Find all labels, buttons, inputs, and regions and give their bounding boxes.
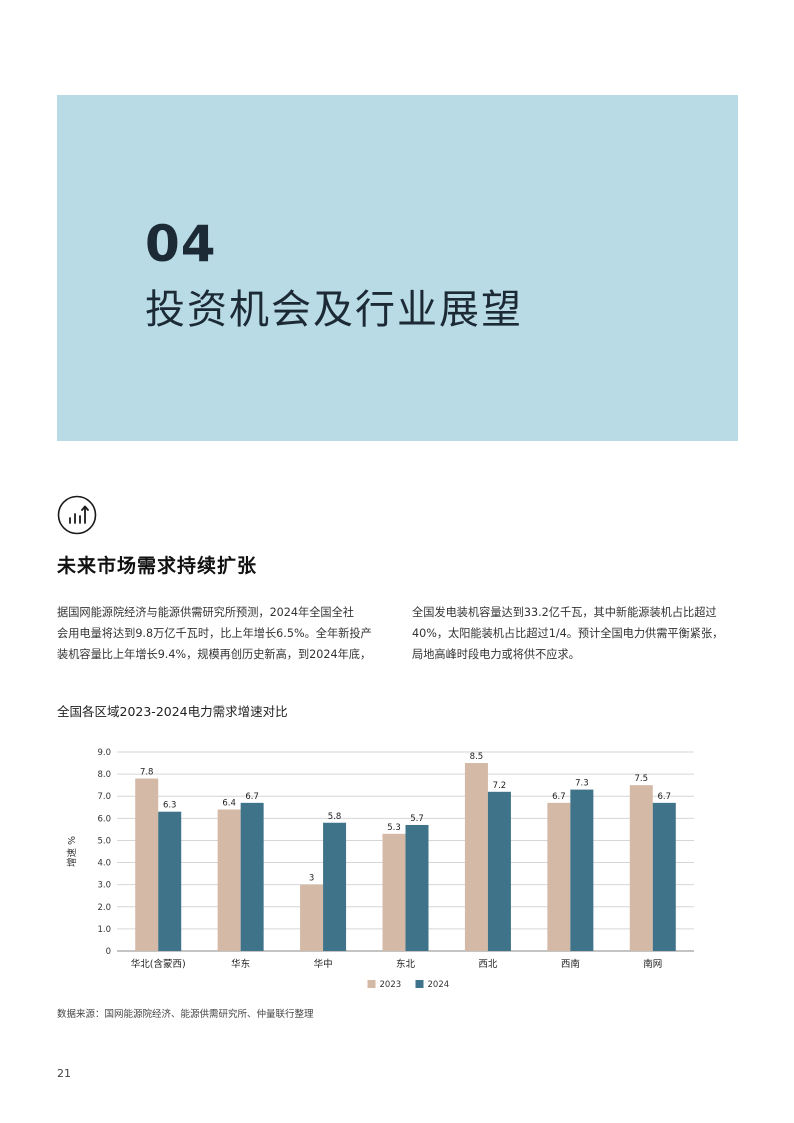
data-label: 7.2	[493, 781, 507, 791]
y-tick-label: 1.0	[97, 925, 111, 935]
bar-2023-5	[547, 802, 571, 951]
section-title: 未来市场需求持续扩张	[57, 555, 258, 577]
paragraph-line: 局地高峰时段电力或将供不应求。	[412, 648, 580, 661]
paragraph-right: 全国发电装机容量达到33.2亿千瓦，其中新能源装机占比超过 40%，太阳能装机占…	[412, 602, 742, 665]
x-tick-label: 华中	[314, 958, 333, 970]
paragraph-line: 装机容量比上年增长9.4%，规模再创历史新高，到2024年底，	[57, 648, 372, 661]
bar-2024-3	[405, 824, 429, 951]
data-label: 6.7	[245, 792, 259, 802]
bar-2023-0	[135, 778, 159, 951]
data-label: 7.3	[575, 779, 589, 789]
x-tick-label: 华北(含蒙西)	[131, 958, 186, 970]
x-tick-label: 西北	[478, 959, 498, 970]
legend-label: 2024	[428, 980, 450, 990]
bar-2024-0	[158, 811, 182, 951]
bar-2024-1	[240, 802, 264, 951]
bar-2024-4	[487, 791, 511, 951]
y-tick-label: 0	[106, 947, 111, 957]
y-tick-label: 3.0	[97, 881, 111, 891]
data-label: 6.4	[222, 798, 236, 808]
data-label: 3	[309, 874, 314, 884]
legend-swatch-2023	[367, 980, 376, 988]
data-label: 5.8	[328, 812, 342, 822]
legend-swatch-2024	[415, 980, 424, 988]
bar-2024-6	[652, 802, 676, 951]
paragraph-line: 会用电量将达到9.8万亿千瓦时，比上年增长6.5%。全年新投产	[57, 627, 372, 640]
y-axis-label: 增速 %	[66, 836, 78, 867]
page-number: 21	[57, 1067, 71, 1080]
data-label: 5.3	[387, 823, 401, 833]
y-tick-label: 7.0	[97, 792, 111, 802]
data-label: 5.7	[410, 814, 424, 824]
bar-chart-arrow-icon	[57, 495, 97, 535]
paragraph-line: 据国网能源院经济与能源供需研究所预测，2024年全国全社	[57, 606, 354, 619]
x-tick-label: 南网	[643, 958, 662, 970]
data-label: 6.7	[552, 792, 566, 802]
legend-label: 2023	[380, 980, 402, 990]
bar-2023-2	[300, 884, 324, 951]
x-tick-label: 西南	[561, 958, 580, 970]
y-tick-label: 9.0	[97, 748, 111, 758]
paragraph-line: 40%，太阳能装机占比超过1/4。预计全国电力供需平衡紧张，	[412, 627, 724, 640]
demand-growth-bar-chart: 0 1.0 2.0 3.0 4.0 5.0 6.0 7.0 8.0 9.0 增速 % 7.8 6.3 华北…	[66, 748, 694, 990]
data-label: 6.3	[163, 801, 177, 811]
bar-2024-5	[570, 789, 594, 951]
y-tick-label: 6.0	[97, 814, 111, 824]
x-tick-label: 东北	[396, 958, 416, 970]
paragraph-left: 据国网能源院经济与能源供需研究所预测，2024年全国全社 会用电量将达到9.8万…	[57, 602, 387, 665]
bar-2024-2	[323, 822, 347, 951]
data-label: 8.5	[470, 752, 484, 762]
bar-2023-3	[382, 833, 406, 951]
bar-2023-6	[629, 785, 653, 951]
y-tick-label: 4.0	[97, 859, 111, 869]
bar-2023-1	[217, 809, 241, 951]
x-tick-label: 华东	[231, 958, 250, 970]
chapter-banner: 04 投资机会及行业展望	[57, 95, 738, 441]
data-label: 6.7	[658, 792, 672, 802]
y-tick-label: 2.0	[97, 903, 111, 913]
y-tick-label: 5.0	[97, 836, 111, 846]
data-label: 7.8	[140, 768, 154, 778]
data-source-note: 数据来源：国网能源院经济、能源供需研究所、仲量联行整理	[57, 1009, 314, 1020]
y-tick-label: 8.0	[97, 770, 111, 780]
chapter-title: 投资机会及行业展望	[145, 287, 523, 333]
chart-title: 全国各区域2023-2024电力需求增速对比	[57, 704, 288, 719]
bar-2023-4	[464, 763, 488, 951]
data-label: 7.5	[635, 774, 649, 784]
chapter-number: 04	[145, 215, 217, 273]
paragraph-line: 全国发电装机容量达到33.2亿千瓦，其中新能源装机占比超过	[412, 606, 717, 619]
